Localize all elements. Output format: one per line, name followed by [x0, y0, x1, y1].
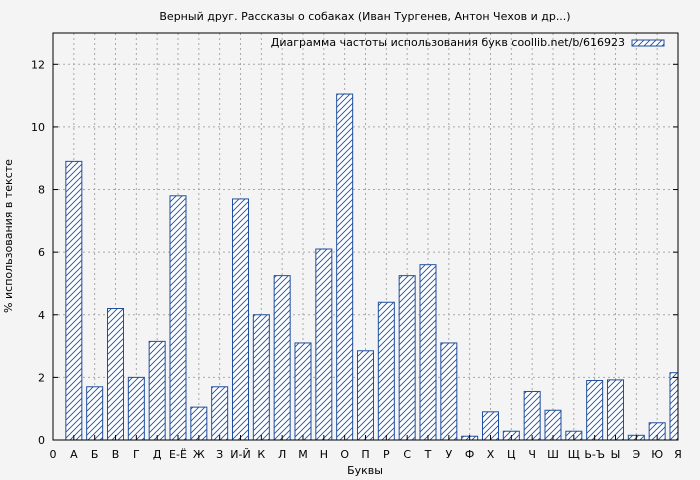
bar: [252, 314, 270, 441]
x-tick-label: Ь-Ъ: [584, 448, 605, 461]
x-axis: 0 А Б В Г Д Е-Ё Ж З И-Й К Л М Н О П Р С Т У Ф Х Ц Ч Ш Щ Ь-Ъ Ы Э Ю Я: [50, 435, 682, 461]
x-tick-label: Н: [320, 448, 328, 461]
bar: [586, 380, 604, 441]
x-tick-label: Ш: [547, 448, 559, 461]
x-tick-label: У: [445, 448, 452, 461]
x-tick-label: К: [257, 448, 265, 461]
y-tick-label: 6: [38, 246, 45, 259]
x-tick-label: Ф: [465, 448, 474, 461]
x-tick-label: Ы: [611, 448, 621, 461]
bar: [169, 195, 187, 441]
x-tick-label: О: [340, 448, 349, 461]
bar: [606, 379, 624, 441]
bar: [669, 372, 679, 441]
bars: [65, 93, 679, 441]
x-tick-label: М: [298, 448, 308, 461]
x-tick-label: З: [216, 448, 223, 461]
x-tick-label: Ч: [528, 448, 536, 461]
bar: [336, 93, 354, 441]
bar: [315, 248, 333, 441]
legend: Диаграмма частоты использования букв coo…: [271, 36, 665, 49]
bar: [65, 160, 83, 441]
x-tick-label: Г: [133, 448, 140, 461]
x-tick-label: П: [361, 448, 369, 461]
x-tick-label: Ц: [507, 448, 516, 461]
bar: [211, 386, 229, 441]
x-tick-label: А: [70, 448, 78, 461]
y-tick-label: 10: [31, 121, 45, 134]
legend-swatch: [631, 39, 665, 47]
x-tick-label: Ю: [651, 448, 663, 461]
x-tick-label: Э: [632, 448, 640, 461]
bar: [398, 275, 416, 441]
y-tick-label: 8: [38, 184, 45, 197]
x-axis-label: Буквы: [347, 464, 383, 477]
bar: [294, 342, 312, 441]
y-tick-label: 4: [38, 309, 45, 322]
x-tick-label: И-Й: [230, 448, 250, 461]
y-axis-label: % использования в тексте: [2, 159, 15, 313]
x-tick-label: Х: [487, 448, 495, 461]
x-tick-label: Е-Ё: [169, 448, 187, 461]
bar: [377, 301, 395, 441]
bar: [148, 340, 166, 441]
bar: [419, 264, 437, 441]
x-tick-label: В: [112, 448, 120, 461]
y-tick-label: 0: [38, 434, 45, 447]
y-tick-label: 12: [31, 58, 45, 71]
bar: [231, 198, 249, 441]
x-tick-label: Д: [153, 448, 162, 461]
x-tick-label: Р: [383, 448, 390, 461]
bar: [523, 390, 541, 441]
x-tick-label: 0: [50, 448, 57, 461]
y-tick-label: 2: [38, 371, 45, 384]
x-tick-label: Л: [278, 448, 286, 461]
x-tick-label: Т: [424, 448, 432, 461]
chart-title: Верный друг. Рассказы о собаках (Иван Ту…: [159, 10, 570, 23]
bar: [356, 350, 374, 441]
y-axis: 0 2 4 6 8 10 12: [31, 58, 678, 447]
x-tick-label: Я: [674, 448, 682, 461]
x-tick-label: Щ: [568, 448, 580, 461]
bar: [440, 342, 458, 441]
x-tick-label: Ж: [193, 448, 205, 461]
x-tick-label: Б: [91, 448, 99, 461]
grid: [53, 33, 679, 440]
bar: [127, 376, 145, 441]
legend-label: Диаграмма частоты использования букв coo…: [271, 36, 625, 49]
bar: [106, 308, 124, 441]
bar: [273, 275, 291, 441]
bar: [86, 386, 104, 441]
x-tick-label: С: [403, 448, 411, 461]
